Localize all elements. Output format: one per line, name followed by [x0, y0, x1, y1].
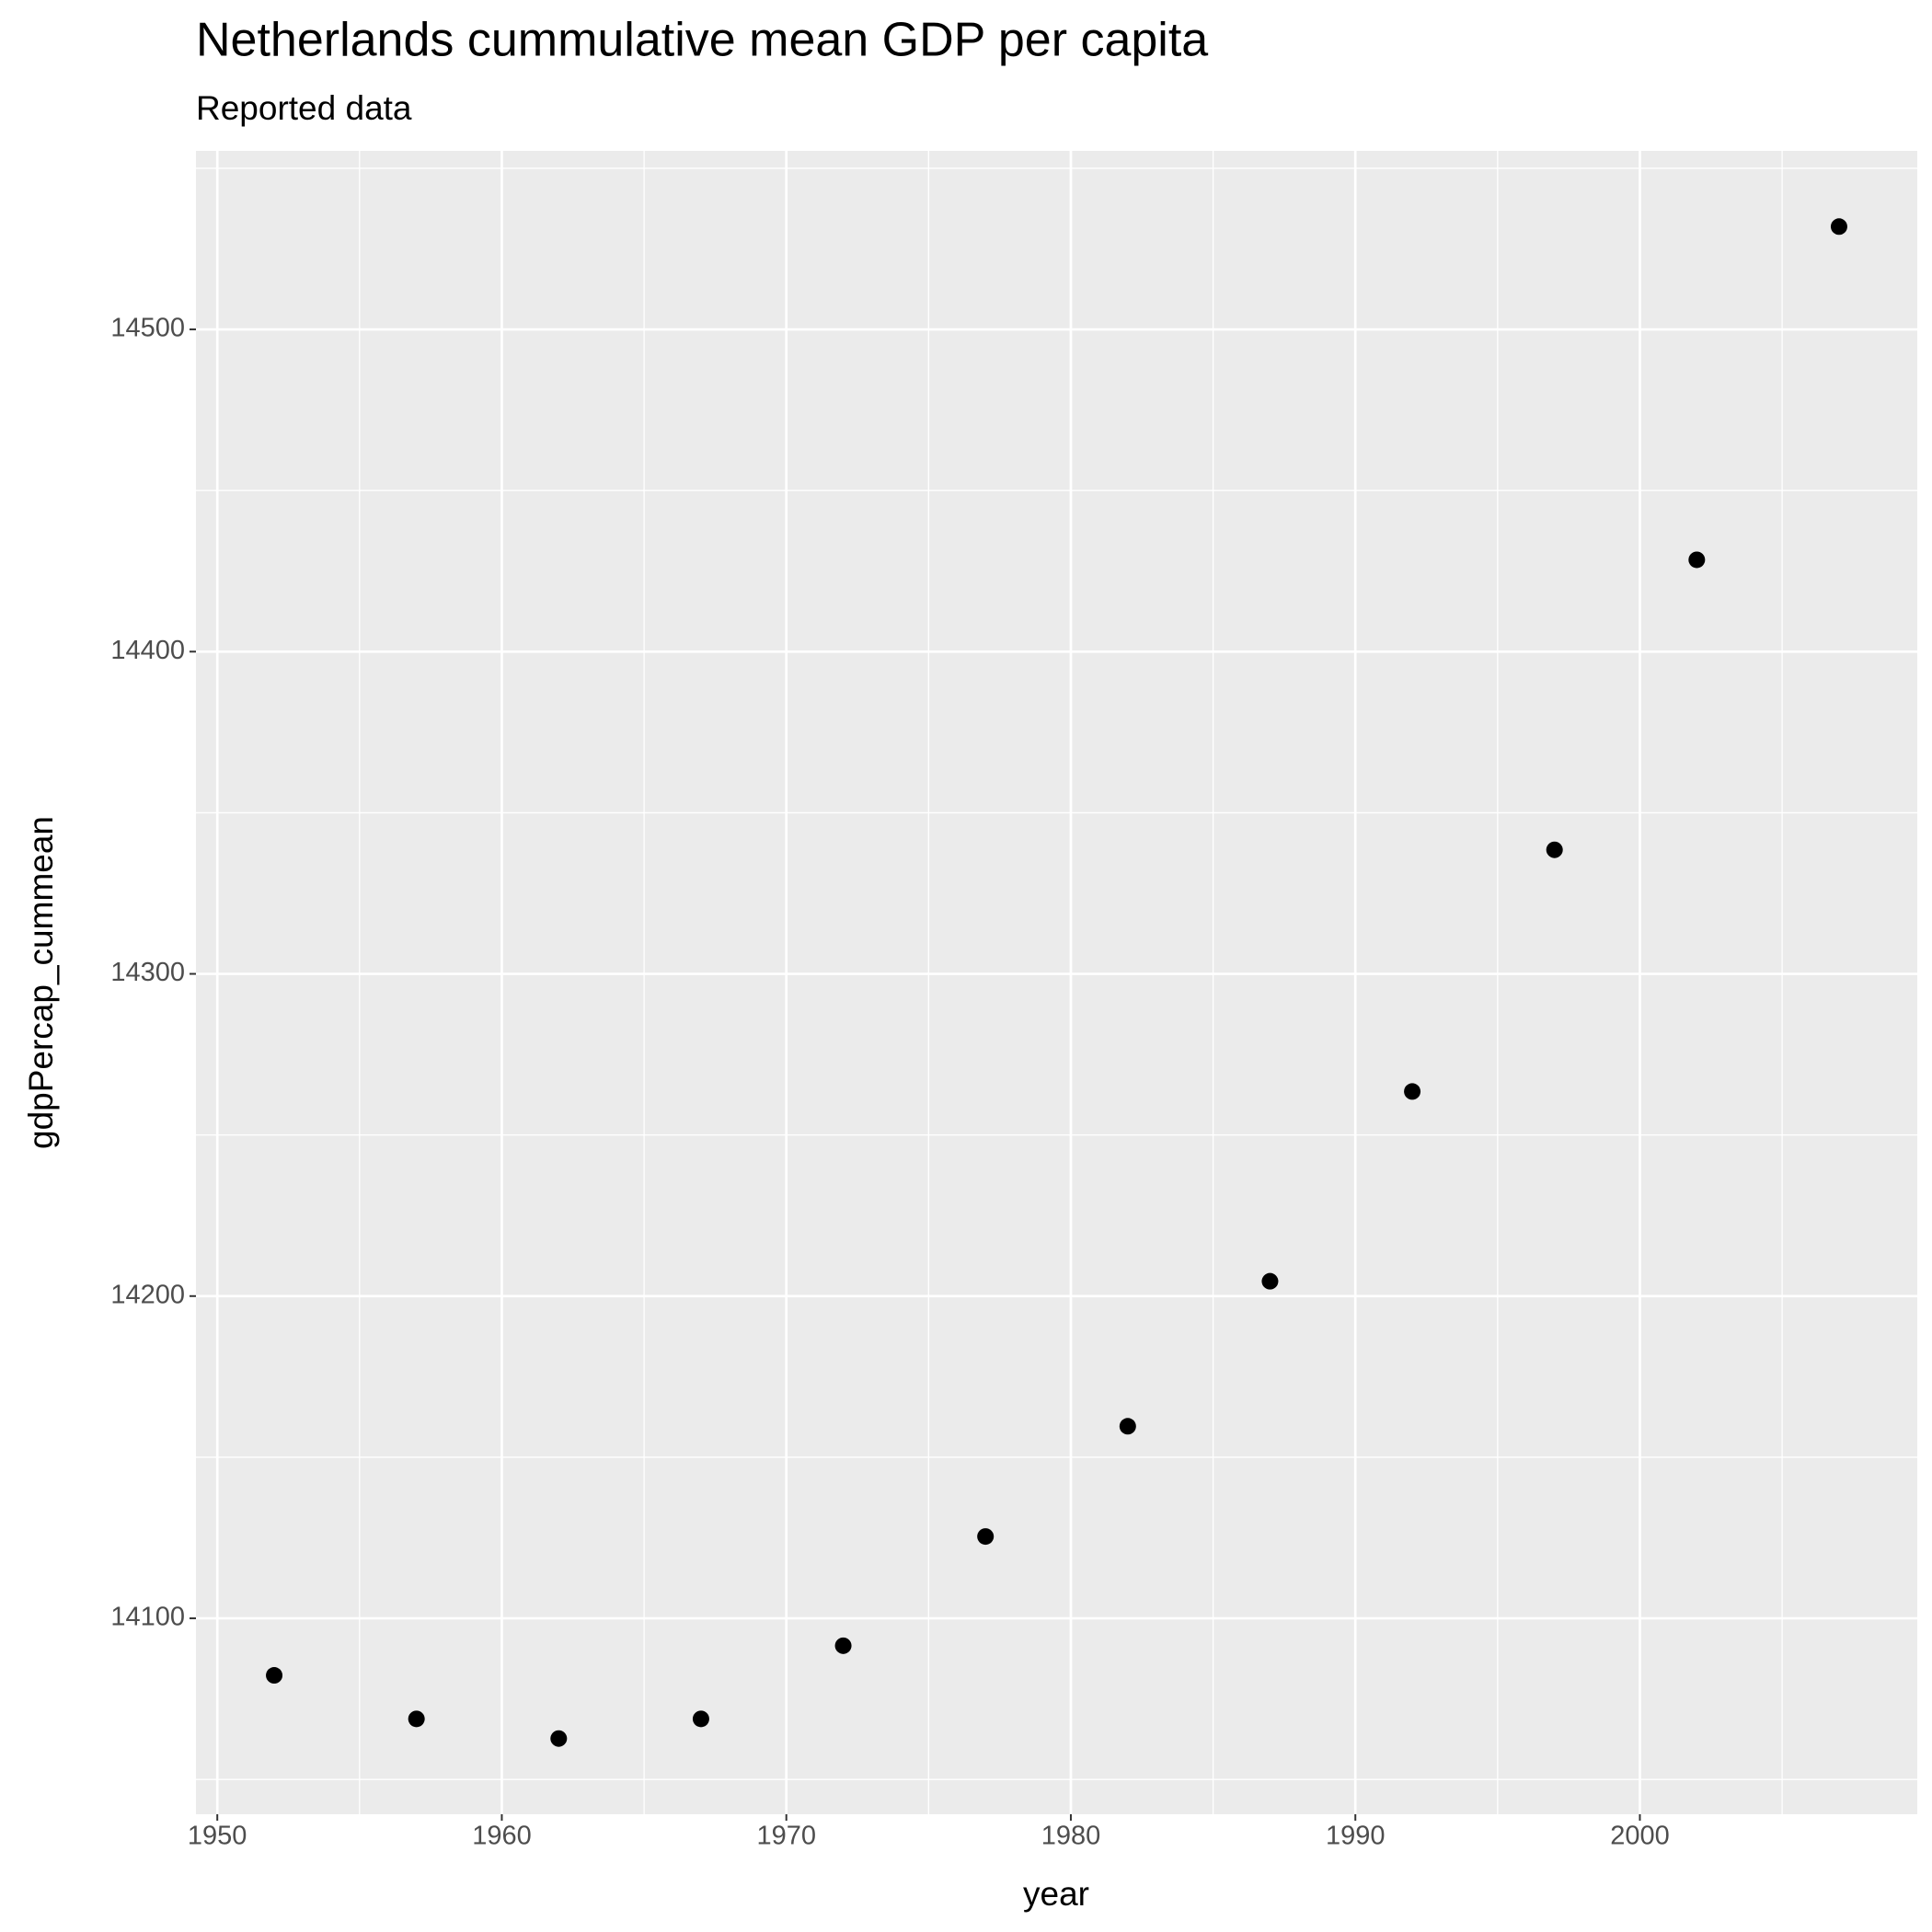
point	[692, 1710, 709, 1728]
y-tick-label: 14200	[110, 1280, 185, 1309]
y-tick-label: 14100	[110, 1603, 185, 1632]
y-tick-label: 14500	[110, 314, 185, 343]
plot-panel	[196, 151, 1917, 1814]
point	[1404, 1083, 1421, 1100]
x-tick-label: 1960	[472, 1822, 532, 1851]
point	[1546, 841, 1563, 858]
point	[1830, 218, 1847, 236]
x-tick-label: 1990	[1326, 1822, 1386, 1851]
point	[1688, 551, 1706, 569]
x-axis-title: year	[1023, 1875, 1089, 1913]
y-tick-label: 14300	[110, 958, 185, 987]
point	[408, 1710, 425, 1728]
y-tick-label: 14400	[110, 636, 185, 665]
point	[977, 1528, 995, 1546]
point	[550, 1730, 568, 1747]
point	[1261, 1272, 1279, 1290]
x-tick-label: 1980	[1041, 1822, 1101, 1851]
x-tick-label: 1950	[188, 1822, 247, 1851]
point	[266, 1667, 283, 1685]
chart-subtitle: Reported data	[196, 89, 412, 127]
point	[1119, 1418, 1136, 1435]
y-axis-title: gdpPercap_cummean	[22, 816, 60, 1149]
x-tick-label: 2000	[1610, 1822, 1670, 1851]
chart-title: Netherlands cummulative mean GDP per cap…	[196, 14, 1208, 67]
x-tick-label: 1970	[756, 1822, 816, 1851]
point	[834, 1637, 852, 1654]
